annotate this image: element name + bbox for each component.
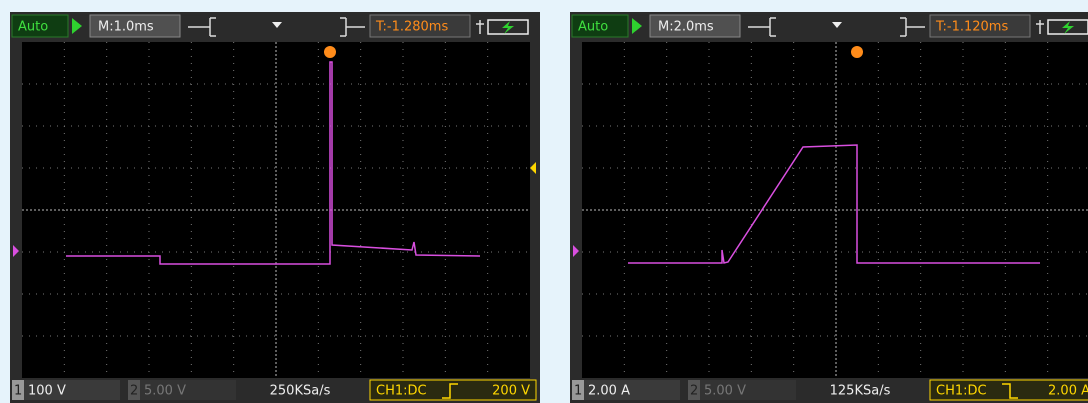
trigger-position-marker	[272, 22, 282, 28]
ch1-box	[584, 380, 680, 400]
run-indicator	[72, 18, 82, 34]
trigger-position-bar	[748, 17, 925, 37]
ch1-scale: 100 V	[28, 384, 66, 399]
trigger-position-bar	[188, 17, 365, 37]
waveform	[628, 144, 1040, 264]
usb-icon	[1036, 20, 1044, 34]
mode-box	[11, 14, 69, 38]
trigger-offset: T:-1.280ms	[375, 20, 448, 35]
trigger-marker	[324, 46, 336, 58]
oscilloscope-screen: Auto M:1.0ms T:-1.280ms 1 100 V 2 5.00 V 250KSa…	[10, 12, 540, 403]
trigger-position-marker	[832, 22, 842, 28]
timebase-box	[89, 14, 181, 38]
trigger-source: CH1:DC	[936, 384, 987, 399]
oscilloscope-screen: Auto M:2.0ms T:-1.120ms 1 2.00 A 2 5.00 V 125KS…	[570, 12, 1088, 403]
channel-marker	[13, 245, 19, 257]
usb-icon	[476, 20, 484, 34]
trigger-offset: T:-1.120ms	[935, 20, 1008, 35]
ch1-number: 1	[574, 384, 582, 399]
sample-rate: 250KSa/s	[270, 384, 331, 399]
run-indicator	[632, 18, 642, 34]
trigger-offset-box	[929, 14, 1031, 38]
ch2-scale: 5.00 V	[144, 384, 186, 399]
ch2-number: 2	[130, 384, 138, 399]
ch1-number: 1	[14, 384, 22, 399]
trigger-level: 2.00 A	[1048, 384, 1088, 399]
trigger-box	[369, 379, 537, 401]
trigger-marker	[851, 46, 863, 58]
waveform	[66, 61, 481, 265]
ch2-number-box	[128, 380, 140, 400]
ch1-box	[24, 380, 120, 400]
ch2-number-box	[688, 380, 700, 400]
trigger-box	[929, 379, 1088, 401]
ch1-scale: 2.00 A	[588, 384, 630, 399]
battery-icon	[487, 19, 529, 35]
battery-icon	[1047, 19, 1088, 35]
trigger-source: CH1:DC	[376, 384, 427, 399]
mode-box	[571, 14, 629, 38]
trigger-level-marker	[530, 162, 536, 174]
mode: Auto	[578, 20, 608, 35]
trigger-slope	[1002, 383, 1018, 399]
ch2-scale: 5.00 V	[704, 384, 746, 399]
ch1-number-box	[12, 380, 24, 400]
ch2-number: 2	[690, 384, 698, 399]
trigger-level: 200 V	[492, 384, 530, 399]
screens: Auto M:1.0ms T:-1.280ms 1 100 V 2 5.00 V 250KSa…	[10, 12, 1088, 403]
ch2-box	[140, 380, 236, 400]
trigger-offset-box	[369, 14, 471, 38]
channel-marker	[573, 245, 579, 257]
timebase-box	[649, 14, 741, 38]
mode: Auto	[18, 20, 48, 35]
timebase: M:1.0ms	[98, 20, 154, 35]
trigger-slope	[442, 383, 458, 399]
battery-bolt	[502, 21, 514, 34]
timebase: M:2.0ms	[658, 20, 714, 35]
battery-bolt	[1062, 21, 1074, 34]
ch2-box	[700, 380, 796, 400]
sample-rate: 125KSa/s	[830, 384, 891, 399]
ch1-number-box	[572, 380, 584, 400]
